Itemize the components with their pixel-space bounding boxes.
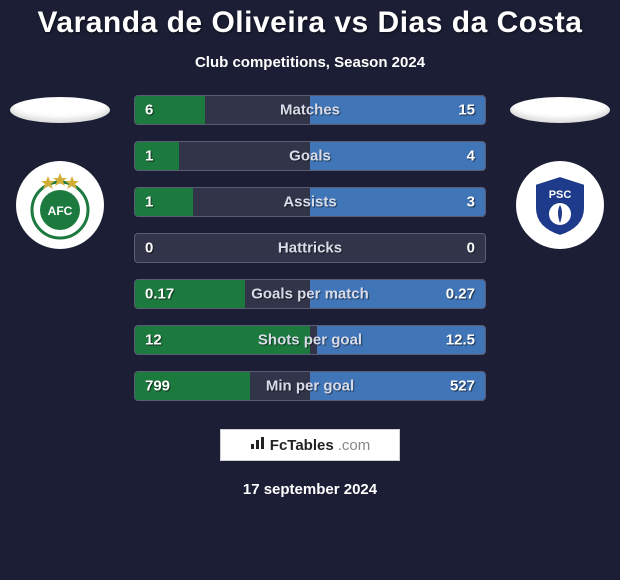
stat-label: Hattricks [278, 240, 342, 257]
left-bar [135, 188, 193, 216]
comparison-panel: AFC PSC Matches 6 15 Goals 1 4 Assists 1 3 Hattri… [0, 95, 620, 401]
right-value: 12.5 [446, 332, 475, 349]
left-value: 1 [145, 194, 153, 211]
svg-text:AFC: AFC [48, 204, 73, 218]
stat-label: Shots per goal [258, 332, 362, 349]
left-value: 1 [145, 148, 153, 165]
shadow-ellipse [510, 97, 610, 123]
date-line: 17 september 2024 [0, 481, 620, 498]
stat-label: Assists [283, 194, 336, 211]
left-value: 6 [145, 102, 153, 119]
footer-suffix: .com [338, 437, 371, 454]
right-bar [310, 142, 485, 170]
right-value: 15 [458, 102, 475, 119]
stat-row: Matches 6 15 [134, 95, 486, 125]
right-crest-icon: PSC [523, 168, 597, 242]
stat-label: Goals [289, 148, 331, 165]
shadow-ellipse [10, 97, 110, 123]
right-value: 0.27 [446, 286, 475, 303]
fctables-logo: FcTables.com [220, 429, 400, 461]
left-bar [135, 142, 179, 170]
stat-row: Hattricks 0 0 [134, 233, 486, 263]
subtitle: Club competitions, Season 2024 [0, 54, 620, 71]
left-value: 799 [145, 378, 170, 395]
left-value: 0.17 [145, 286, 174, 303]
stat-row: Shots per goal 12 12.5 [134, 325, 486, 355]
left-team-column: AFC [0, 95, 120, 249]
right-value: 527 [450, 378, 475, 395]
stat-label: Matches [280, 102, 340, 119]
stat-row: Assists 1 3 [134, 187, 486, 217]
stat-row: Goals 1 4 [134, 141, 486, 171]
page-title: Varanda de Oliveira vs Dias da Costa [0, 0, 620, 40]
left-value: 0 [145, 240, 153, 257]
left-crest-icon: AFC [23, 168, 97, 242]
right-value: 3 [467, 194, 475, 211]
stat-row: Min per goal 799 527 [134, 371, 486, 401]
stat-label: Min per goal [266, 378, 354, 395]
left-team-badge: AFC [16, 161, 104, 249]
right-value: 4 [467, 148, 475, 165]
stat-rows: Matches 6 15 Goals 1 4 Assists 1 3 Hattricks 0 0 Goa… [134, 95, 486, 401]
chart-icon [250, 436, 266, 454]
left-value: 12 [145, 332, 162, 349]
right-team-column: PSC [500, 95, 620, 249]
stat-row: Goals per match 0.17 0.27 [134, 279, 486, 309]
svg-text:PSC: PSC [549, 189, 572, 201]
footer-brand: FcTables [270, 437, 334, 454]
right-value: 0 [467, 240, 475, 257]
right-team-badge: PSC [516, 161, 604, 249]
stat-label: Goals per match [251, 286, 369, 303]
